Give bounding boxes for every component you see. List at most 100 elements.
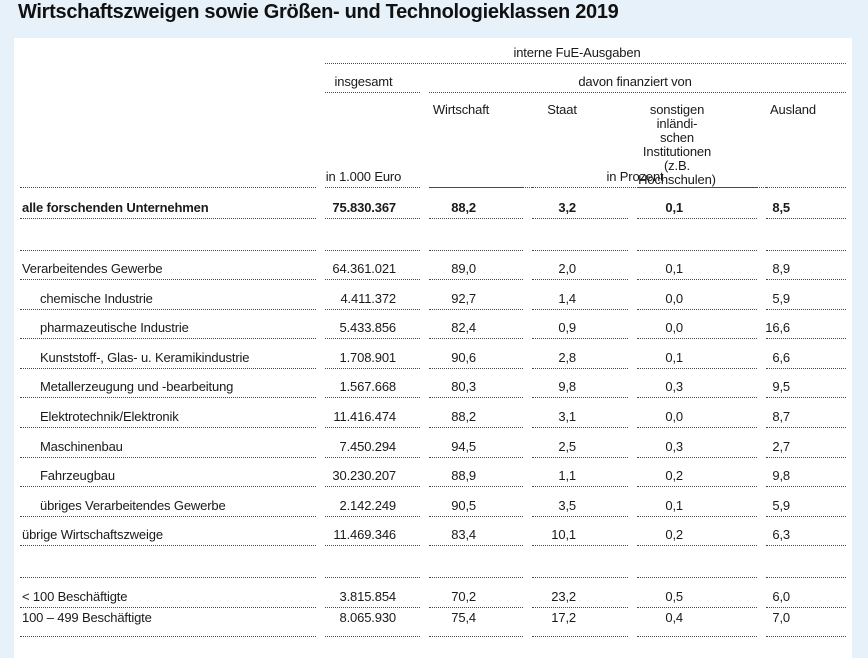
data-table: interne FuE-Ausgaben insgesamt davon fin… — [14, 38, 852, 658]
spacer-cell — [429, 219, 523, 251]
spacer-cell — [766, 219, 846, 251]
table-row: Kunststoff-, Glas- u. Keramikindustrie 1.… — [20, 339, 846, 369]
spacer-cell — [766, 546, 846, 578]
row-label: Kunststoff-, Glas- u. Keramikindustrie — [20, 339, 316, 369]
col-group-davon-finanziert-von: davon finanziert von — [429, 64, 846, 93]
spacer-cell — [20, 219, 316, 251]
cell-insgesamt: 1.708.901 — [325, 339, 420, 369]
table-row: 100 – 499 Beschäftigte 8.065.930 75,4 17,2 0… — [20, 608, 846, 638]
cell-sonstige: 0,0 — [637, 310, 757, 340]
header-empty-cell — [20, 158, 316, 188]
cell-sonstige: 0,5 — [637, 578, 757, 608]
cell-wirtschaft: 88,9 — [429, 458, 523, 488]
cell-insgesamt: 1.567.668 — [325, 369, 420, 399]
cell-wirtschaft: 92,7 — [429, 280, 523, 310]
cell-wirtschaft: 90,6 — [429, 339, 523, 369]
cell-insgesamt: 11.469.346 — [325, 517, 420, 547]
row-label: alle forschenden Unternehmen — [20, 188, 316, 219]
cell-ausland: 6,0 — [766, 578, 846, 608]
cell-wirtschaft: 88,2 — [429, 188, 523, 219]
row-label: Fahrzeugbau — [20, 458, 316, 488]
cell-ausland: 2,7 — [766, 428, 846, 458]
spacer-cell — [532, 219, 628, 251]
cell-staat: 0,9 — [532, 310, 628, 340]
table-header-row-units: in 1.000 Euro in Prozent — [20, 158, 846, 188]
header-empty-cell — [20, 64, 316, 93]
row-label: Elektrotechnik/Elektronik — [20, 398, 316, 429]
cell-ausland: 9,8 — [766, 458, 846, 488]
cell-insgesamt: 30.230.207 — [325, 458, 420, 488]
cell-sonstige: 0,4 — [637, 608, 757, 638]
spacer-cell — [20, 546, 316, 578]
unit-label-prozent: in Prozent — [429, 158, 846, 188]
cell-sonstige: 0,0 — [637, 398, 757, 429]
cell-staat: 1,1 — [532, 458, 628, 488]
cell-staat: 3,2 — [532, 188, 628, 219]
cell-sonstige: 0,1 — [637, 487, 757, 517]
cell-insgesamt: 5.433.856 — [325, 310, 420, 340]
row-label: 100 – 499 Beschäftigte — [20, 608, 316, 638]
spacer-cell — [637, 546, 757, 578]
table-row: Fahrzeugbau 30.230.207 88,9 1,1 0,2 9,8 — [20, 458, 846, 488]
cell-ausland: 16,6 — [765, 310, 846, 340]
cell-wirtschaft: 89,0 — [429, 251, 523, 281]
cell-wirtschaft: 80,3 — [429, 369, 523, 399]
table-header-row-group: interne FuE-Ausgaben — [20, 38, 846, 64]
table-header-row-columns: Wirtschaft Staat sonstigen inländi- sche… — [20, 93, 846, 188]
row-label: chemische Industrie — [20, 280, 316, 310]
table-row: übriges Verarbeitendes Gewerbe 2.142.249 9… — [20, 487, 846, 517]
row-label: pharmazeutische Industrie — [20, 310, 316, 340]
cell-ausland: 8,7 — [766, 398, 846, 429]
col-header-sonstige-institutionen: sonstigen inländi- schen Institutionen (… — [637, 93, 757, 188]
cell-staat: 2,8 — [532, 339, 628, 369]
cell-sonstige: 0,2 — [637, 458, 757, 488]
col-header-insgesamt: insgesamt — [325, 64, 420, 93]
cell-wirtschaft: 88,2 — [429, 398, 523, 429]
table-row: Metallerzeugung und -bearbeitung 1.567.66… — [20, 369, 846, 399]
cell-wirtschaft: 82,4 — [429, 310, 523, 340]
cell-staat: 3,5 — [532, 487, 628, 517]
row-label: übriges Verarbeitendes Gewerbe — [20, 487, 316, 517]
cell-wirtschaft: 83,4 — [429, 517, 523, 547]
cell-staat: 3,1 — [532, 398, 628, 429]
row-label: < 100 Beschäftigte — [20, 578, 316, 608]
table-row: übrige Wirtschaftszweige 11.469.346 83,4 10… — [20, 517, 846, 547]
cell-staat: 17,2 — [532, 608, 628, 638]
cell-sonstige: 0,1 — [637, 188, 757, 219]
table-row: alle forschenden Unternehmen 75.830.367 88… — [20, 188, 846, 219]
row-label: übrige Wirtschaftszweige — [20, 517, 316, 547]
unit-label-euro: in 1.000 Euro — [325, 158, 420, 188]
table-row: Elektrotechnik/Elektronik 11.416.474 88,2 3… — [20, 398, 846, 429]
table-row: Verarbeitendes Gewerbe 64.361.021 89,0 2,0 0… — [20, 251, 846, 281]
table-row: chemische Industrie 4.411.372 92,7 1,4 0,0 5,… — [20, 280, 846, 310]
cell-sonstige: 0,2 — [637, 517, 757, 547]
spacer-cell — [532, 546, 628, 578]
cell-ausland: 9,5 — [766, 369, 846, 399]
cell-staat: 2,0 — [532, 251, 628, 281]
table-spacer-row — [20, 546, 846, 578]
cell-staat: 2,5 — [532, 428, 628, 458]
cell-insgesamt: 2.142.249 — [325, 487, 420, 517]
table-row: pharmazeutische Industrie 5.433.856 82,4 0,… — [20, 310, 846, 340]
cell-wirtschaft: 70,2 — [429, 578, 523, 608]
cell-wirtschaft: 75,4 — [429, 608, 523, 638]
row-label: Verarbeitendes Gewerbe — [20, 251, 316, 281]
cell-insgesamt: 64.361.021 — [325, 251, 420, 281]
report-page: { "title": "Wirtschaftszweigen sowie Grö… — [14, 1, 852, 658]
table-row: < 100 Beschäftigte 3.815.854 70,2 23,2 0,5 6,… — [20, 578, 846, 608]
cell-staat: 23,2 — [532, 578, 628, 608]
cell-insgesamt: 75.830.367 — [325, 188, 420, 219]
cell-ausland: 8,5 — [766, 188, 846, 219]
cell-sonstige: 0,1 — [637, 251, 757, 281]
cell-ausland: 6,3 — [766, 517, 846, 547]
col-group-interne-fue-ausgaben: interne FuE-Ausgaben — [325, 38, 846, 64]
cell-insgesamt: 7.450.294 — [325, 428, 420, 458]
row-label: Maschinenbau — [20, 428, 316, 458]
table-row: Maschinenbau 7.450.294 94,5 2,5 0,3 2,7 — [20, 428, 846, 458]
cell-staat: 9,8 — [532, 369, 628, 399]
cell-ausland: 5,9 — [766, 280, 846, 310]
cell-staat: 1,4 — [532, 280, 628, 310]
cell-ausland: 6,6 — [766, 339, 846, 369]
spacer-cell — [325, 546, 420, 578]
page-title: Wirtschaftszweigen sowie Größen- und Tec… — [18, 1, 619, 23]
